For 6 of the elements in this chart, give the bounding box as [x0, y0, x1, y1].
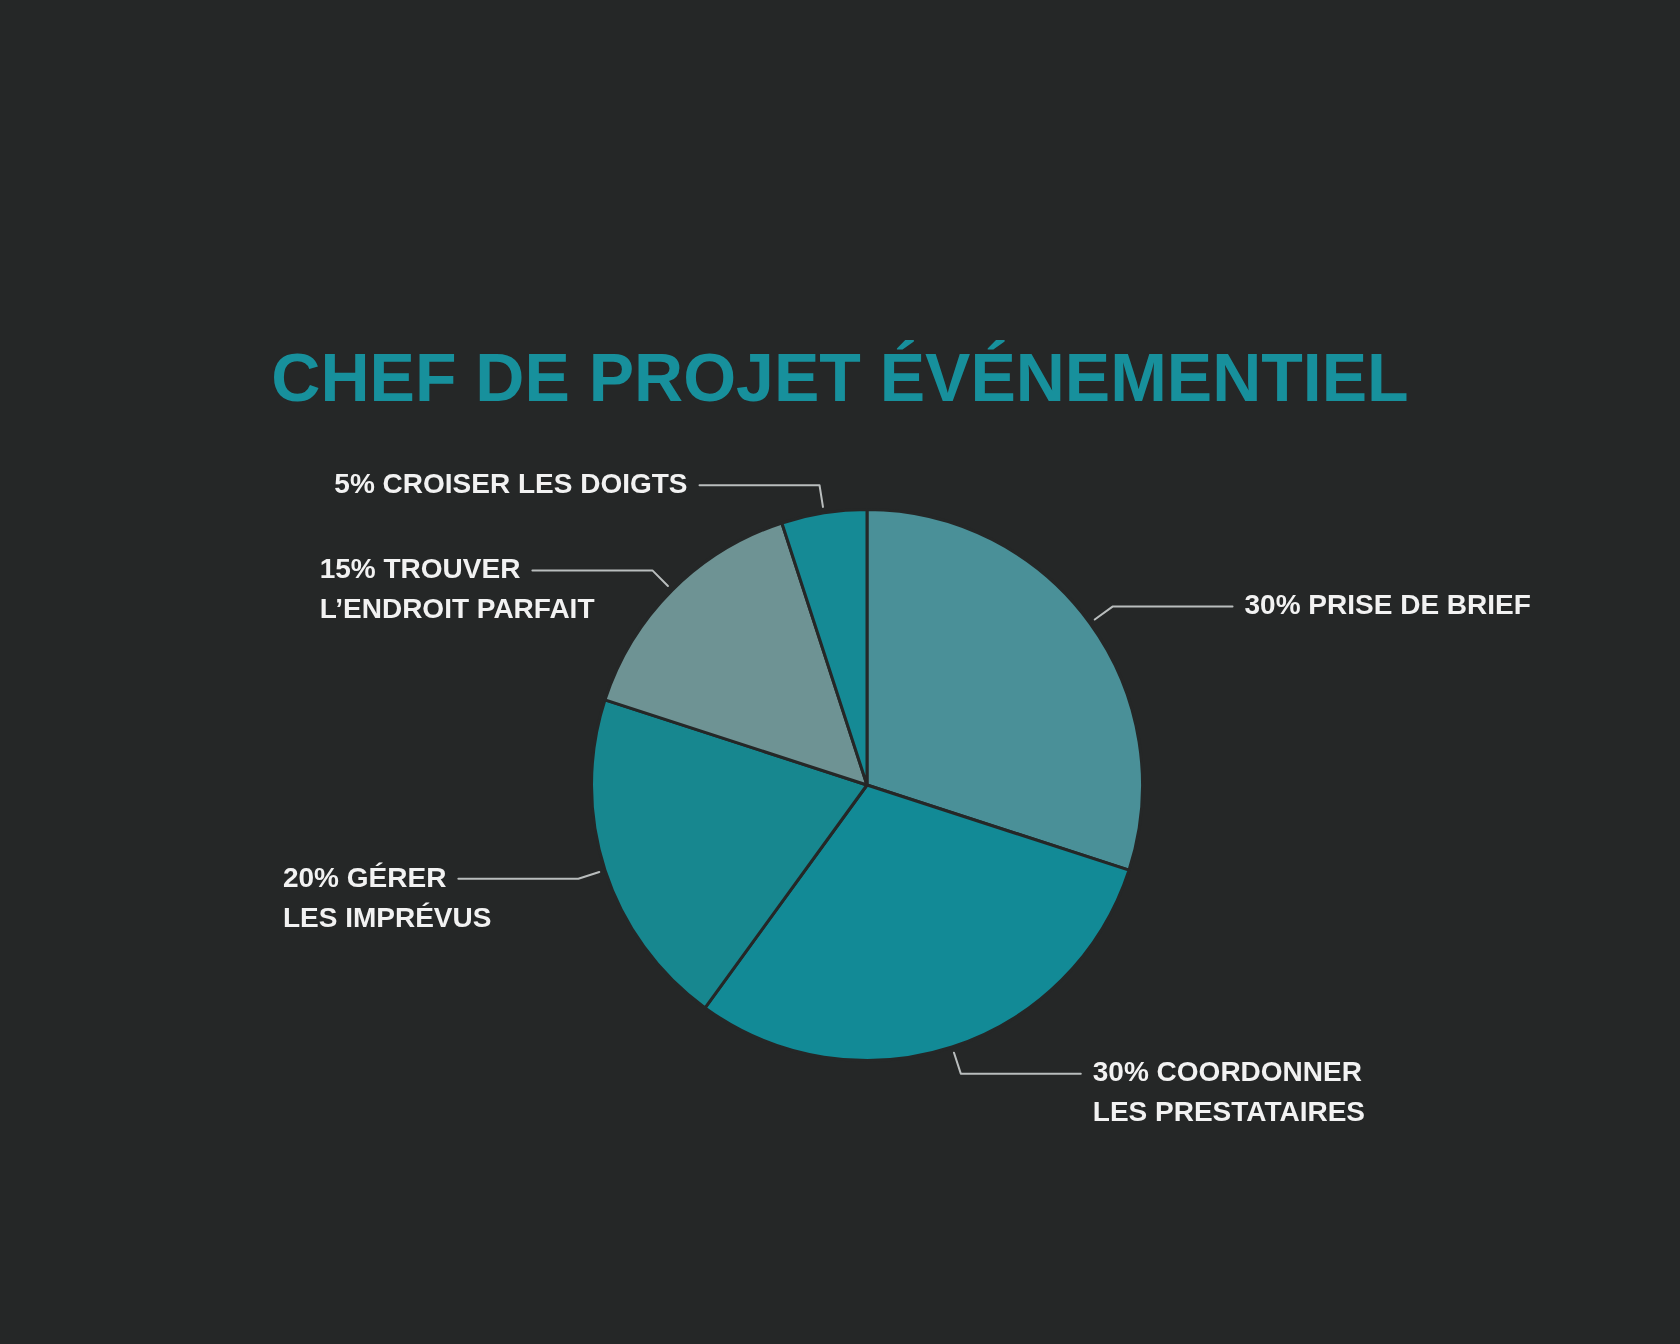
chart-title: CHEF DE PROJET ÉVÉNEMENTIEL — [271, 338, 1409, 415]
slice-label: 30% PRISE DE BRIEF — [1244, 589, 1531, 621]
slice-label: 15% TROUVER L’ENDROIT PARFAIT — [319, 553, 595, 625]
slice-label: 20% GÉRER LES IMPRÉVUS — [282, 861, 492, 933]
slice-label: 5% CROISER LES DOIGTS — [334, 467, 688, 499]
slice-label: 30% COORDONNER LES PRESTATAIRES — [1092, 1056, 1366, 1128]
